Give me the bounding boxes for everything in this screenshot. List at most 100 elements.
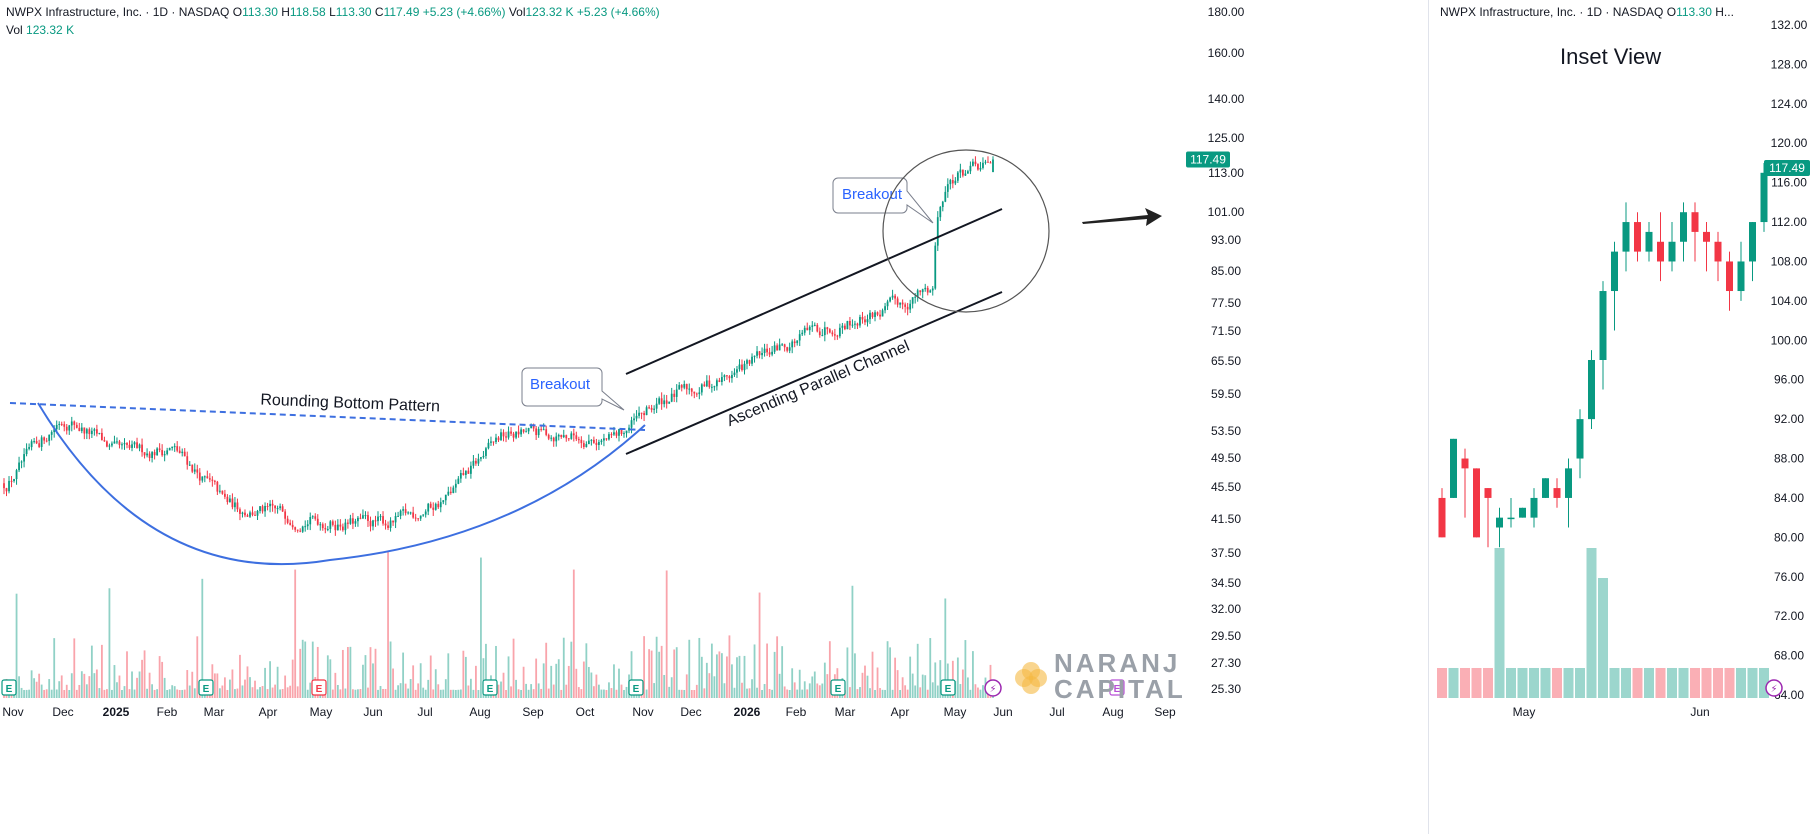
candle-body [369, 520, 372, 527]
candle-body [926, 287, 929, 293]
volume-bar [316, 646, 319, 698]
candle-body [520, 429, 522, 435]
candle-body [655, 403, 658, 409]
candle-body [535, 428, 538, 436]
candle-body [188, 464, 191, 466]
inset-volume-bar [1529, 667, 1539, 698]
candle-body [530, 425, 533, 429]
candle-body [48, 434, 51, 441]
candle-body [311, 516, 314, 518]
volume-bar [251, 687, 254, 698]
inset-volume-bar [1690, 667, 1700, 698]
volume-bar [414, 689, 417, 698]
inset-candle-body [1726, 261, 1733, 292]
candle-body [424, 511, 427, 515]
candle-body [718, 380, 721, 383]
volume-bar [113, 665, 116, 698]
inset-x-tick-label: May [1513, 705, 1536, 719]
volume-bar [771, 689, 774, 698]
candle-body [522, 429, 525, 432]
candle-body [15, 470, 18, 480]
candle-body [801, 332, 804, 335]
volume-bar [979, 689, 982, 698]
volume-bar [806, 689, 809, 698]
candle-body [532, 425, 535, 429]
volume-bar [763, 684, 766, 698]
candle-body [480, 457, 482, 459]
inset-x-tick-label: Jun [1690, 705, 1709, 719]
candle-body [60, 423, 63, 425]
candle-body [121, 444, 123, 446]
y-tick-label: 65.50 [1211, 354, 1241, 368]
candle-body [650, 407, 653, 410]
inset-chart-panel[interactable]: 132.00 128.00 124.00 120.00 116.00 112.00 108.… [1430, 0, 1815, 834]
candle-body [803, 327, 806, 333]
candle-body [786, 347, 789, 351]
candle-body [198, 472, 201, 481]
candle-body [708, 380, 711, 387]
candle-body [176, 446, 179, 451]
candle-body [665, 400, 668, 404]
candle-body [28, 447, 31, 449]
candle-body [464, 470, 467, 475]
volume-bar [520, 689, 522, 698]
candle-body [103, 440, 106, 442]
main-chart-svg[interactable]: 180.00 160.00 140.00 125.00 113.00 101.00 93.0… [0, 0, 1428, 834]
volume-bar [547, 688, 550, 698]
candle-body [951, 180, 954, 184]
volume-bar [886, 641, 889, 698]
volume-bar [703, 688, 706, 698]
candle-body [919, 290, 922, 293]
volume-bar [515, 679, 517, 698]
y-tick-label: 41.50 [1211, 512, 1241, 526]
volume-bar [959, 684, 962, 698]
candle-body [100, 432, 103, 441]
candle-body [974, 161, 977, 165]
volume-bar [665, 570, 668, 698]
candle-body [540, 428, 543, 430]
volume-bar [236, 688, 239, 698]
volume-bar [286, 687, 289, 698]
breakout-callout-2 [832, 177, 934, 224]
candle-body [816, 324, 819, 332]
volume-bar [781, 646, 784, 698]
volume-bar [748, 688, 751, 698]
volume-bar [289, 685, 292, 698]
volume-bar [766, 643, 768, 698]
volume-bar [537, 683, 540, 698]
candle-body [753, 355, 756, 357]
candle-body [422, 514, 425, 516]
volume-bar [582, 661, 585, 698]
volume-bar [540, 688, 543, 698]
volume-bar [33, 678, 36, 698]
earnings-marker-label: E [1114, 684, 1121, 695]
volume-bar [982, 685, 984, 698]
candle-body [879, 314, 881, 317]
volume-bar [811, 676, 814, 698]
volume-bar [452, 689, 455, 698]
volume-bar [668, 686, 671, 698]
volume-bar [879, 688, 881, 698]
logo-text-line1: NARANJ [1054, 648, 1180, 678]
volume-bar [808, 683, 811, 698]
earnings-marker [940, 679, 956, 696]
inset-chart-svg[interactable]: 132.00 128.00 124.00 120.00 116.00 112.00 108.… [1430, 0, 1815, 834]
candle-body [321, 524, 324, 529]
volume-bar [344, 688, 347, 698]
volume-bar [919, 687, 922, 698]
volume-bar [138, 671, 141, 698]
candle-body [427, 503, 430, 512]
main-chart-panel[interactable]: 180.00 160.00 140.00 125.00 113.00 101.00 93.0… [0, 0, 1429, 834]
volume-bar [715, 654, 718, 698]
volume-bar [80, 671, 83, 698]
inset-candle-body [1703, 231, 1710, 242]
candle-body [673, 393, 676, 397]
volume-bar [121, 689, 123, 698]
candle-body [577, 439, 580, 441]
volume-bar [372, 663, 374, 698]
y-tick-label: 32.00 [1211, 602, 1241, 616]
volume-bar [128, 689, 131, 698]
volume-bar [700, 656, 703, 698]
candle-body [25, 448, 28, 455]
volume-bar [570, 641, 573, 698]
